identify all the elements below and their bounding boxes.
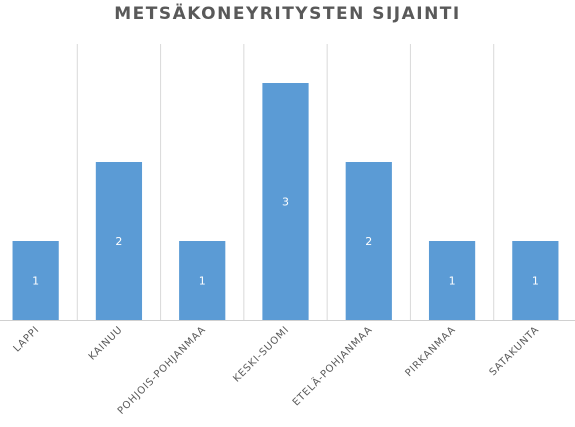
- data-label: 1: [199, 275, 206, 288]
- bar-keski-suomi: [262, 83, 309, 320]
- bar-lappi: [12, 241, 59, 320]
- category-label: POHJOIS-POHJANMAA: [116, 324, 209, 417]
- bar-satakunta: [512, 241, 559, 320]
- bars: 1 2 1 3 2 1 1: [12, 83, 559, 320]
- category-label: ETELÄ-POHJANMAA: [289, 323, 374, 408]
- bar-pohjois-pohjanmaa: [179, 241, 226, 320]
- gridlines: [76, 44, 495, 320]
- data-label: 2: [115, 235, 122, 248]
- data-label: 3: [282, 196, 289, 209]
- bar-pirkanmaa: [428, 241, 476, 320]
- chart-title: METSÄKONEYRITYSTEN SIJAINTI: [114, 4, 461, 24]
- category-label: KAINUU: [87, 324, 125, 362]
- category-label: PIRKANMAA: [403, 324, 458, 379]
- data-label: 1: [449, 275, 456, 288]
- category-label: SATAKUNTA: [488, 324, 542, 378]
- bar-etelä-pohjanmaa: [345, 162, 392, 320]
- data-label: 1: [532, 275, 539, 288]
- data-label: 1: [32, 275, 39, 288]
- category-label: LAPPI: [12, 324, 42, 354]
- data-label: 2: [365, 235, 372, 248]
- category-label: KESKI-SUOMI: [231, 324, 291, 384]
- bar-kainuu: [95, 162, 143, 320]
